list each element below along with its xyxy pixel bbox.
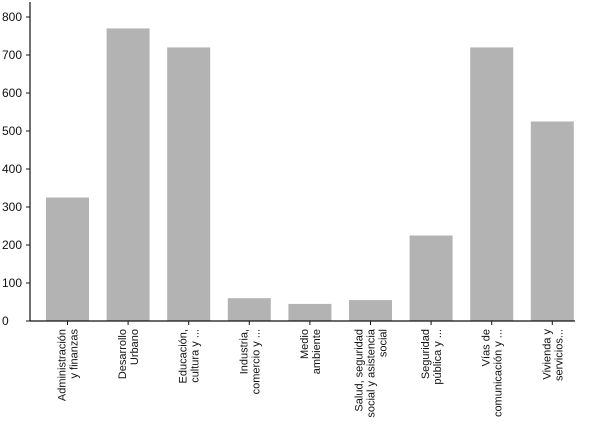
bar xyxy=(288,303,332,321)
x-category-label: social xyxy=(378,329,390,357)
x-category-label: comercio y ... xyxy=(250,329,262,394)
y-tick-label: 600 xyxy=(2,86,22,100)
x-category-label: Administración xyxy=(57,329,69,401)
y-tick-label: 100 xyxy=(2,276,22,290)
x-category-label: Industria, xyxy=(238,329,250,374)
y-tick-label: 200 xyxy=(2,238,22,252)
y-tick-label: 0 xyxy=(2,314,9,328)
x-category-label: y finanzas xyxy=(69,329,81,379)
bar xyxy=(409,235,453,321)
bar xyxy=(167,47,211,322)
y-tick-label: 500 xyxy=(2,124,22,138)
bar xyxy=(470,47,514,322)
bars xyxy=(46,28,574,322)
x-axis-labels: Administración y finanzas Desarrollo Urbano… xyxy=(57,321,565,418)
x-category-label: Urbano xyxy=(129,329,141,365)
bar xyxy=(349,300,392,321)
bar xyxy=(530,121,574,321)
y-axis-ticks: 0 100 200 300 400 500 600 700 800 xyxy=(2,10,30,328)
x-category-label: pública y ... xyxy=(432,329,444,385)
y-tick-label: 800 xyxy=(2,10,22,24)
y-tick-label: 700 xyxy=(2,48,22,62)
bar xyxy=(227,298,271,321)
x-category-label: ambiente xyxy=(311,329,323,374)
x-category-label: servicios... xyxy=(553,329,565,381)
x-category-label: social y asistencia xyxy=(366,328,378,418)
x-category-label: Vivienda y xyxy=(541,329,553,380)
x-category-label: Seguridad xyxy=(420,329,432,379)
x-category-label: Vías de xyxy=(481,329,493,366)
x-category-label: Salud, seguridad xyxy=(354,329,366,412)
x-category-label: cultura y ... xyxy=(190,329,202,383)
y-tick-label: 300 xyxy=(2,200,22,214)
x-category-label: Educación, xyxy=(178,329,190,383)
x-category-label: Desarrollo xyxy=(117,329,129,379)
bar xyxy=(106,28,150,322)
x-category-label: Medio xyxy=(299,329,311,359)
x-category-label: comunicación y ... xyxy=(493,329,505,417)
bar xyxy=(46,197,89,321)
y-tick-label: 400 xyxy=(2,162,22,176)
